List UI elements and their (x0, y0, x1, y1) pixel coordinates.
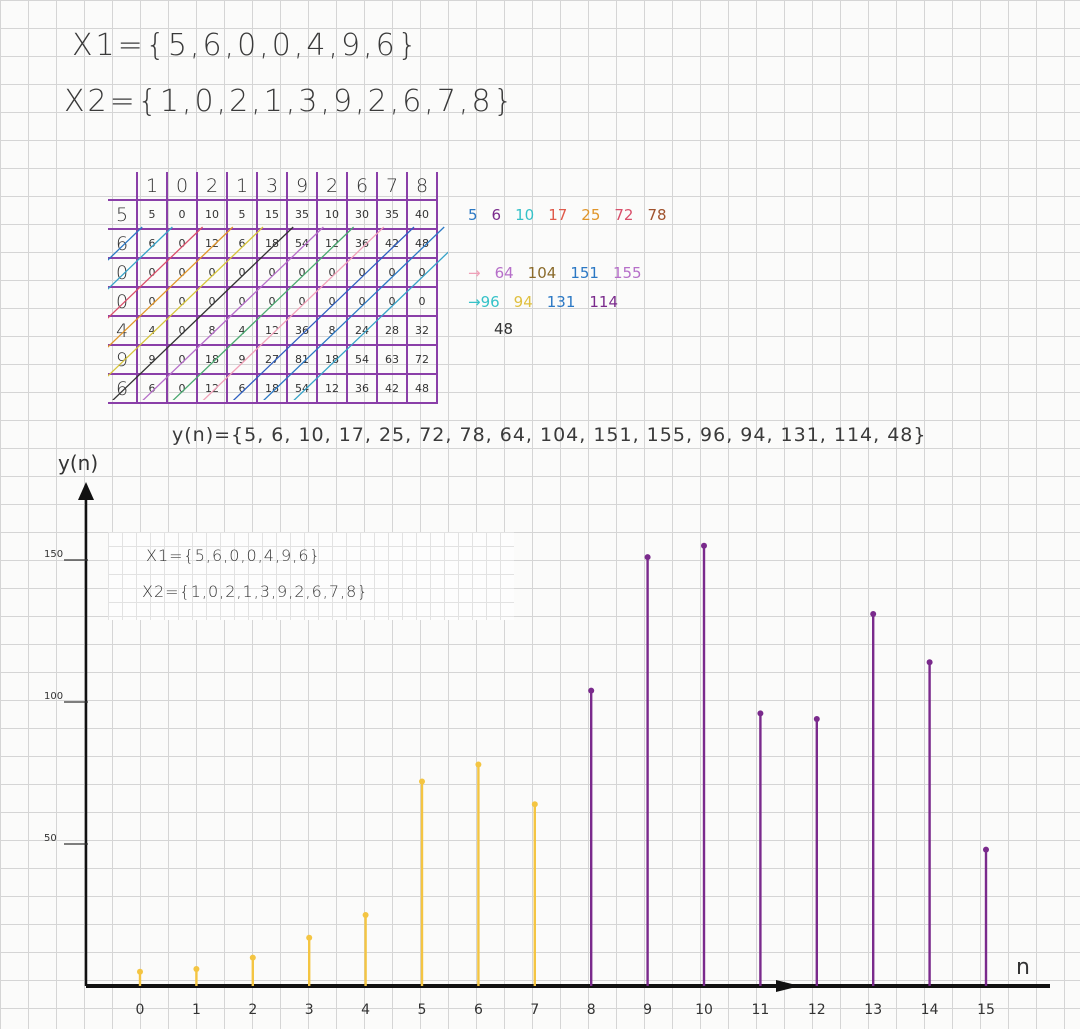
y-tick-label: 150 (44, 549, 63, 560)
x2-equation: X2={1,0,2,1,3,9,2,6,7,8} (64, 84, 516, 119)
table-header-cell: 9 (286, 172, 318, 201)
sum-row-1: 5 6 10 17 25 72 78 (468, 206, 681, 224)
x-tick-label: 2 (248, 1002, 257, 1018)
stem-point (306, 934, 313, 941)
x-tick-label: 1 (192, 1002, 201, 1018)
table-row-label: 5 (108, 199, 138, 230)
table-cell: 35 (286, 199, 318, 230)
table-row: 5 5 0 10 5 15 35 10 30 35 40 (108, 199, 438, 230)
inset-note: X1={5,6,0,0,4,9,6} X2={1,0,2,1,3,9,2,6,7… (108, 532, 514, 620)
sum-value: 155 (612, 264, 642, 282)
table-cell: 10 (316, 199, 348, 230)
stem-point (983, 846, 989, 853)
sum-row-3: →96 94 131 114 (468, 293, 632, 311)
x-tick-label: 11 (751, 1002, 769, 1018)
x1-equation: X1={5,6,0,0,4,9,6} (72, 28, 420, 63)
table-cell: 15 (256, 199, 288, 230)
table-cell: 5 (136, 199, 168, 230)
x-tick-label: 8 (587, 1002, 596, 1018)
table-header-cell: 6 (346, 172, 378, 201)
sum-value: 131 (546, 293, 576, 311)
x-tick-label: 14 (921, 1002, 939, 1018)
table-cell: 0 (166, 199, 198, 230)
sum-value: 78 (647, 206, 667, 224)
x-tick-label: 5 (418, 1002, 427, 1018)
table-header-cell: 8 (406, 172, 438, 201)
stem-point (419, 778, 425, 785)
stem-point (701, 542, 707, 549)
x-tick-label: 6 (474, 1002, 483, 1018)
x-tick-label: 7 (530, 1002, 539, 1018)
sum-value: 5 (468, 206, 478, 224)
y-equation: y(n)={5, 6, 10, 17, 25, 72, 78, 64, 104,… (172, 424, 927, 446)
table-header-cell: 0 (166, 172, 198, 201)
x-axis-label: n (1016, 955, 1030, 980)
stem-point (870, 610, 877, 617)
sum-value: 151 (570, 264, 599, 282)
sum-value: 64 (494, 264, 514, 282)
sum-value: 48 (494, 320, 514, 338)
stem-point (249, 954, 256, 961)
sum-value: 94 (513, 293, 533, 311)
stem-point (475, 761, 482, 768)
x-tick-label: 12 (808, 1002, 826, 1018)
sum-value: 114 (589, 293, 619, 311)
stem-point (193, 965, 200, 972)
sum-value: →96 (468, 293, 500, 311)
sum-value: 17 (548, 206, 568, 224)
stem-point (813, 716, 820, 723)
sum-value: 6 (491, 206, 502, 224)
sum-value: 10 (515, 206, 535, 224)
sum-value: → (468, 264, 481, 282)
sum-row-2: → 64 104 151 155 (468, 264, 656, 282)
y-axis-arrow (78, 482, 94, 500)
y-axis-label: y(n) (58, 451, 98, 475)
table-header-cell: 1 (136, 172, 168, 201)
table-cell: 40 (406, 199, 438, 230)
x-tick-label: 10 (695, 1002, 713, 1018)
x-tick-label: 0 (136, 1002, 145, 1018)
inset-x1-equation: X1={5,6,0,0,4,9,6} (146, 546, 321, 565)
sum-value: 25 (581, 206, 601, 224)
stem-point (926, 659, 933, 666)
table-header-cell: 7 (376, 172, 408, 201)
sum-value: 104 (527, 264, 557, 282)
table-header-cell: 3 (256, 172, 288, 201)
x-tick-label: 3 (305, 1002, 314, 1018)
stem-point (531, 801, 538, 808)
stem-point (588, 687, 595, 694)
stem-point (362, 912, 369, 918)
table-header-cell: 2 (196, 172, 228, 201)
inset-x2-equation: X2={1,0,2,1,3,9,2,6,7,8} (142, 582, 369, 601)
x-tick-label: 4 (361, 1002, 370, 1018)
table-header-cell: 2 (316, 172, 348, 201)
sum-row-4: 48 (494, 320, 527, 338)
y-tick-label: 50 (44, 833, 57, 844)
stem-point (137, 968, 143, 975)
sum-value: 72 (614, 206, 634, 224)
stem-point (757, 710, 764, 717)
table-cell: 35 (376, 199, 408, 230)
table-corner-cell (108, 172, 138, 201)
stem-point (644, 554, 651, 561)
x-axis-arrow (776, 980, 800, 992)
y-tick-label: 100 (44, 691, 63, 702)
x-tick-label: 15 (977, 1002, 995, 1018)
x-tick-label: 9 (643, 1002, 652, 1018)
x-tick-label: 13 (864, 1002, 882, 1018)
table-header-cell: 1 (226, 172, 258, 201)
